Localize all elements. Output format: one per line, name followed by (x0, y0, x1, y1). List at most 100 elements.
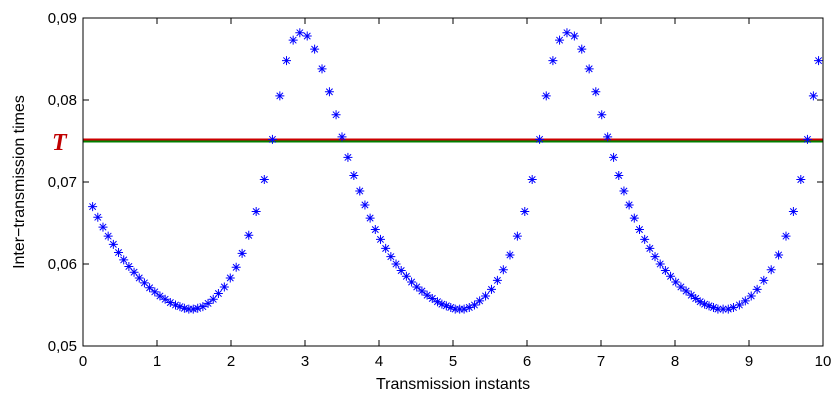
data-point (401, 271, 411, 281)
x-tick-label: 10 (815, 353, 832, 370)
data-point (124, 261, 134, 271)
data-point (422, 290, 432, 300)
data-point (386, 252, 396, 262)
data-point (134, 273, 144, 283)
x-tick-label: 1 (153, 353, 161, 370)
data-point (267, 134, 277, 144)
x-axis-label: Transmission instants (376, 376, 530, 393)
data-point (541, 91, 551, 101)
data-point (597, 110, 607, 120)
x-tick-label: 7 (597, 353, 605, 370)
data-point (535, 134, 545, 144)
data-point (464, 302, 474, 312)
data-point (723, 304, 733, 314)
data-point (155, 291, 165, 301)
data-point (520, 207, 530, 217)
data-point (417, 286, 427, 296)
data-point (640, 234, 650, 244)
data-point (231, 262, 241, 272)
data-point (562, 28, 572, 38)
data-point (188, 304, 198, 314)
data-point (686, 290, 696, 300)
data-point (481, 291, 491, 301)
data-point (381, 243, 391, 253)
data-point (650, 252, 660, 262)
x-tick-label: 6 (523, 353, 531, 370)
data-point (666, 271, 676, 281)
data-point (355, 186, 365, 196)
data-point (681, 286, 691, 296)
data-point (193, 303, 203, 313)
y-tick-label: 0,07 (48, 174, 77, 191)
data-point (569, 31, 579, 41)
data-point (437, 299, 447, 309)
x-tick-label: 9 (745, 353, 753, 370)
data-point (759, 275, 769, 285)
data-markers (88, 28, 824, 314)
data-point (752, 284, 762, 294)
data-point (108, 239, 118, 249)
data-point (577, 44, 587, 54)
data-point (219, 282, 229, 292)
data-point (365, 213, 375, 223)
data-point (728, 302, 738, 312)
x-tick-label: 8 (671, 353, 679, 370)
data-point (337, 132, 347, 142)
data-point (774, 250, 784, 260)
data-point (459, 304, 469, 314)
data-point (391, 259, 401, 269)
data-point (634, 225, 644, 235)
data-point (349, 170, 359, 180)
data-point (548, 56, 558, 66)
data-point (708, 302, 718, 312)
data-point (295, 28, 305, 38)
x-tick-label: 2 (227, 353, 235, 370)
y-tick-label: 0,05 (48, 338, 77, 355)
data-point (282, 56, 291, 66)
data-point (446, 302, 456, 312)
data-point (788, 207, 798, 217)
threshold-label: T (52, 130, 68, 156)
data-point (396, 266, 406, 276)
data-point (766, 265, 776, 275)
data-point (171, 300, 180, 310)
data-point (93, 212, 103, 222)
x-tick-label: 4 (375, 353, 383, 370)
data-point (660, 266, 670, 276)
data-point (139, 278, 149, 288)
data-point (412, 282, 422, 292)
y-tick-label: 0,09 (48, 10, 77, 27)
data-point (718, 304, 728, 314)
data-point (505, 250, 515, 260)
data-point (343, 152, 353, 162)
data-point (796, 175, 806, 185)
data-point (175, 302, 185, 312)
data-point (302, 31, 312, 41)
data-point (603, 132, 613, 142)
x-tick-label: 3 (301, 353, 309, 370)
data-point (324, 87, 334, 97)
data-point (237, 248, 247, 258)
data-point (469, 300, 479, 310)
data-point (609, 152, 619, 162)
data-point (213, 289, 223, 299)
data-point (203, 298, 213, 308)
data-point (88, 202, 98, 212)
data-point (165, 298, 175, 308)
data-point (512, 231, 522, 241)
data-point (98, 222, 108, 232)
data-point (713, 304, 723, 314)
data-point (734, 300, 744, 310)
data-point (808, 91, 818, 101)
y-tick-label: 0,08 (48, 92, 77, 109)
plot-background (83, 18, 823, 346)
data-point (360, 200, 370, 210)
data-point (225, 273, 235, 283)
data-point (695, 297, 705, 307)
data-point (671, 277, 681, 287)
data-point (746, 291, 756, 301)
data-point (407, 277, 417, 287)
y-axis-label: Inter−transmission times (11, 95, 28, 269)
data-point (275, 91, 285, 101)
